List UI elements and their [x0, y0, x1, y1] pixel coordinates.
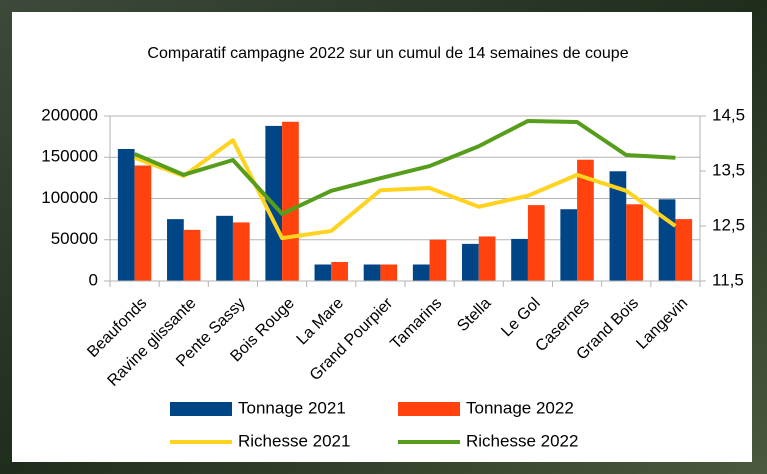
chart-title: Comparatif campagne 2022 sur un cumul de… [147, 45, 628, 62]
bar [577, 159, 594, 281]
bar [462, 243, 479, 281]
bar [412, 264, 430, 281]
y2-tick-label: 13,5 [712, 160, 745, 179]
bar [626, 204, 643, 281]
bar [560, 209, 578, 281]
bar [658, 199, 676, 281]
y-tick-label: 0 [89, 270, 98, 289]
line [133, 138, 677, 241]
bar [380, 264, 398, 281]
bar [675, 219, 693, 281]
y-tick-label: 50000 [51, 229, 98, 248]
bar [429, 239, 447, 281]
bar [282, 121, 299, 282]
legend-label: Richesse 2022 [466, 431, 578, 450]
legend-swatch [170, 402, 232, 416]
bar [363, 264, 381, 281]
bar [117, 149, 135, 281]
bar [527, 205, 545, 281]
bar [314, 264, 332, 281]
bar [511, 238, 528, 281]
bar [478, 236, 496, 281]
bar [134, 165, 152, 281]
legend-label: Tonnage 2021 [238, 398, 346, 417]
legend-label: Tonnage 2022 [466, 398, 574, 417]
bar [609, 171, 627, 281]
y2-tick-label: 14,5 [712, 105, 745, 124]
bar [167, 219, 184, 281]
bar [331, 262, 348, 281]
y2-tick-label: 12,5 [712, 215, 745, 234]
y-tick-label: 100000 [41, 188, 98, 207]
y-tick-label: 150000 [41, 147, 98, 166]
bar [183, 229, 201, 281]
line [133, 118, 676, 216]
bar [232, 222, 250, 281]
bar [216, 215, 233, 281]
legend-swatch [398, 402, 460, 416]
y-tick-label: 200000 [41, 105, 98, 124]
legend-label: Richesse 2021 [238, 431, 350, 450]
y2-tick-label: 11,5 [712, 270, 744, 289]
